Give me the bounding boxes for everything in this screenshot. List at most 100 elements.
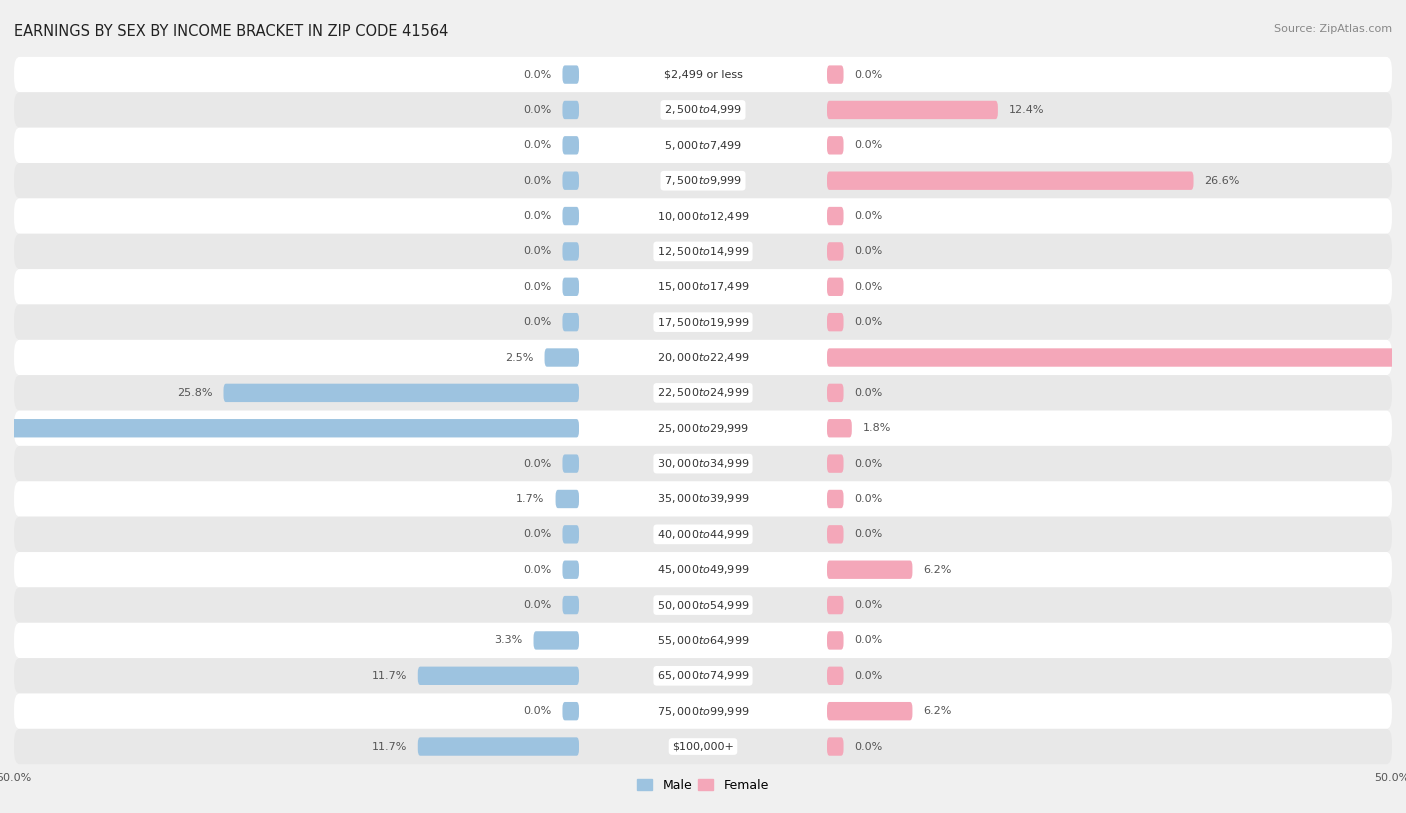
- FancyBboxPatch shape: [555, 489, 579, 508]
- Text: 0.0%: 0.0%: [523, 282, 551, 292]
- FancyBboxPatch shape: [562, 702, 579, 720]
- Text: 0.0%: 0.0%: [855, 211, 883, 221]
- Text: $7,500 to $9,999: $7,500 to $9,999: [664, 174, 742, 187]
- Text: 0.0%: 0.0%: [855, 141, 883, 150]
- FancyBboxPatch shape: [562, 454, 579, 473]
- FancyBboxPatch shape: [14, 517, 1392, 552]
- Text: 0.0%: 0.0%: [523, 459, 551, 468]
- Text: 0.0%: 0.0%: [855, 636, 883, 646]
- Text: $35,000 to $39,999: $35,000 to $39,999: [657, 493, 749, 506]
- Text: 0.0%: 0.0%: [855, 494, 883, 504]
- Text: 2.5%: 2.5%: [505, 353, 533, 363]
- FancyBboxPatch shape: [14, 57, 1392, 92]
- Text: 6.2%: 6.2%: [924, 565, 952, 575]
- FancyBboxPatch shape: [827, 560, 912, 579]
- FancyBboxPatch shape: [14, 198, 1392, 233]
- Text: 0.0%: 0.0%: [523, 246, 551, 256]
- Text: 0.0%: 0.0%: [855, 70, 883, 80]
- FancyBboxPatch shape: [533, 631, 579, 650]
- FancyBboxPatch shape: [827, 525, 844, 544]
- Text: 0.0%: 0.0%: [523, 529, 551, 539]
- FancyBboxPatch shape: [14, 552, 1392, 587]
- Text: $45,000 to $49,999: $45,000 to $49,999: [657, 563, 749, 576]
- Text: $30,000 to $34,999: $30,000 to $34,999: [657, 457, 749, 470]
- Text: 0.0%: 0.0%: [523, 600, 551, 610]
- FancyBboxPatch shape: [418, 737, 579, 756]
- FancyBboxPatch shape: [14, 481, 1392, 517]
- FancyBboxPatch shape: [14, 269, 1392, 304]
- FancyBboxPatch shape: [562, 136, 579, 154]
- FancyBboxPatch shape: [827, 596, 844, 615]
- Text: $2,500 to $4,999: $2,500 to $4,999: [664, 103, 742, 116]
- FancyBboxPatch shape: [827, 207, 844, 225]
- Text: 0.0%: 0.0%: [855, 317, 883, 327]
- FancyBboxPatch shape: [14, 693, 1392, 729]
- Text: $50,000 to $54,999: $50,000 to $54,999: [657, 598, 749, 611]
- FancyBboxPatch shape: [562, 596, 579, 615]
- Text: 1.8%: 1.8%: [863, 424, 891, 433]
- Text: $5,000 to $7,499: $5,000 to $7,499: [664, 139, 742, 152]
- Text: 11.7%: 11.7%: [371, 671, 406, 680]
- Text: EARNINGS BY SEX BY INCOME BRACKET IN ZIP CODE 41564: EARNINGS BY SEX BY INCOME BRACKET IN ZIP…: [14, 24, 449, 39]
- Text: $25,000 to $29,999: $25,000 to $29,999: [657, 422, 749, 435]
- Text: 6.2%: 6.2%: [924, 706, 952, 716]
- FancyBboxPatch shape: [14, 233, 1392, 269]
- FancyBboxPatch shape: [14, 659, 1392, 693]
- Text: $10,000 to $12,499: $10,000 to $12,499: [657, 210, 749, 223]
- Text: 25.8%: 25.8%: [177, 388, 212, 398]
- FancyBboxPatch shape: [827, 667, 844, 685]
- Text: 0.0%: 0.0%: [523, 105, 551, 115]
- FancyBboxPatch shape: [827, 702, 912, 720]
- Text: $65,000 to $74,999: $65,000 to $74,999: [657, 669, 749, 682]
- FancyBboxPatch shape: [14, 163, 1392, 198]
- FancyBboxPatch shape: [224, 384, 579, 402]
- FancyBboxPatch shape: [827, 101, 998, 120]
- Text: 0.0%: 0.0%: [855, 529, 883, 539]
- FancyBboxPatch shape: [827, 631, 844, 650]
- FancyBboxPatch shape: [562, 65, 579, 84]
- Text: 0.0%: 0.0%: [523, 211, 551, 221]
- FancyBboxPatch shape: [544, 348, 579, 367]
- FancyBboxPatch shape: [562, 560, 579, 579]
- Text: 11.7%: 11.7%: [371, 741, 406, 751]
- FancyBboxPatch shape: [562, 101, 579, 120]
- Text: 0.0%: 0.0%: [855, 282, 883, 292]
- FancyBboxPatch shape: [14, 729, 1392, 764]
- Text: 0.0%: 0.0%: [855, 246, 883, 256]
- FancyBboxPatch shape: [827, 348, 1406, 367]
- FancyBboxPatch shape: [14, 587, 1392, 623]
- FancyBboxPatch shape: [14, 340, 1392, 375]
- FancyBboxPatch shape: [562, 172, 579, 190]
- FancyBboxPatch shape: [418, 667, 579, 685]
- FancyBboxPatch shape: [14, 623, 1392, 659]
- Text: 0.0%: 0.0%: [523, 706, 551, 716]
- Text: 1.7%: 1.7%: [516, 494, 544, 504]
- FancyBboxPatch shape: [827, 172, 1194, 190]
- Text: 0.0%: 0.0%: [855, 671, 883, 680]
- FancyBboxPatch shape: [827, 384, 844, 402]
- Text: $20,000 to $22,499: $20,000 to $22,499: [657, 351, 749, 364]
- Legend: Male, Female: Male, Female: [633, 774, 773, 797]
- Text: 0.0%: 0.0%: [855, 741, 883, 751]
- Text: 0.0%: 0.0%: [855, 600, 883, 610]
- Text: $12,500 to $14,999: $12,500 to $14,999: [657, 245, 749, 258]
- Text: $2,499 or less: $2,499 or less: [664, 70, 742, 80]
- FancyBboxPatch shape: [827, 277, 844, 296]
- FancyBboxPatch shape: [14, 375, 1392, 411]
- Text: 12.4%: 12.4%: [1010, 105, 1045, 115]
- Text: 0.0%: 0.0%: [523, 70, 551, 80]
- Text: 3.3%: 3.3%: [495, 636, 523, 646]
- FancyBboxPatch shape: [827, 737, 844, 756]
- Text: 0.0%: 0.0%: [523, 141, 551, 150]
- Text: 0.0%: 0.0%: [523, 565, 551, 575]
- FancyBboxPatch shape: [827, 454, 844, 473]
- FancyBboxPatch shape: [562, 525, 579, 544]
- Text: $40,000 to $44,999: $40,000 to $44,999: [657, 528, 749, 541]
- FancyBboxPatch shape: [14, 304, 1392, 340]
- FancyBboxPatch shape: [562, 242, 579, 261]
- Text: Source: ZipAtlas.com: Source: ZipAtlas.com: [1274, 24, 1392, 34]
- Text: 0.0%: 0.0%: [523, 317, 551, 327]
- FancyBboxPatch shape: [14, 128, 1392, 163]
- Text: $55,000 to $64,999: $55,000 to $64,999: [657, 634, 749, 647]
- FancyBboxPatch shape: [827, 65, 844, 84]
